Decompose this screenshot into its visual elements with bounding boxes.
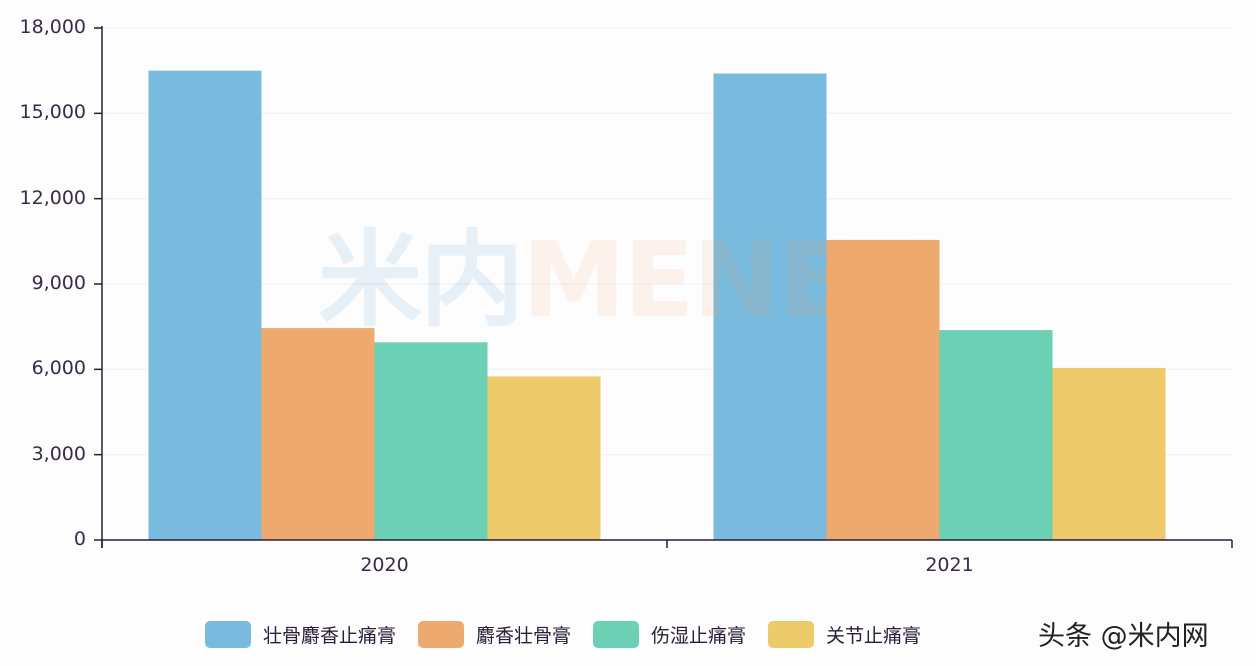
bar[interactable] xyxy=(713,73,827,540)
x-tick-label: 2021 xyxy=(925,554,974,576)
legend-item[interactable]: 麝香壮骨膏 xyxy=(418,620,572,648)
bar[interactable] xyxy=(939,330,1053,540)
y-tick-label: 9,000 xyxy=(31,272,86,294)
y-tick-label: 3,000 xyxy=(31,442,86,465)
legend-label: 壮骨麝香止痛膏 xyxy=(263,624,397,647)
bar[interactable] xyxy=(374,342,488,540)
legend-swatch-icon xyxy=(205,620,251,648)
y-tick-label: 18,000 xyxy=(19,16,86,38)
legend: 壮骨麝香止痛膏 麝香壮骨膏 伤湿止痛膏 关节止痛膏 xyxy=(205,617,943,651)
y-tick-label: 15,000 xyxy=(19,101,86,124)
x-tick-label: 2020 xyxy=(360,554,409,576)
legend-label: 麝香壮骨膏 xyxy=(476,624,572,647)
source-credit: 头条 @米内网 xyxy=(1038,621,1209,652)
legend-swatch-icon xyxy=(768,620,815,648)
y-tick-label: 12,000 xyxy=(19,186,86,209)
bar[interactable] xyxy=(487,376,601,540)
y-tick-label: 0 xyxy=(73,528,86,550)
bar[interactable] xyxy=(826,239,940,540)
y-tick-label: 6,000 xyxy=(31,357,86,380)
legend-item[interactable]: 关节止痛膏 xyxy=(768,620,922,648)
bar[interactable] xyxy=(148,70,262,541)
legend-label: 关节止痛膏 xyxy=(826,624,922,647)
legend-item[interactable]: 壮骨麝香止痛膏 xyxy=(205,620,397,648)
legend-swatch-icon xyxy=(418,620,465,648)
legend-label: 伤湿止痛膏 xyxy=(651,624,747,647)
bar[interactable] xyxy=(261,328,375,540)
legend-item[interactable]: 伤湿止痛膏 xyxy=(593,620,747,648)
bar[interactable] xyxy=(1052,367,1166,540)
legend-swatch-icon xyxy=(593,620,640,648)
